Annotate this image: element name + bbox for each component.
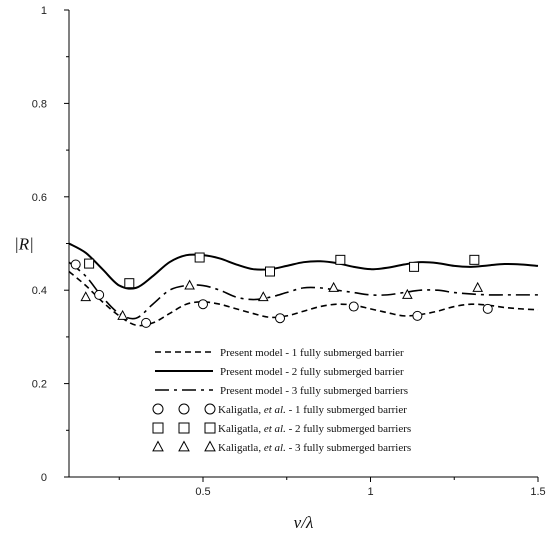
data-point-triangle — [184, 279, 195, 290]
data-point-triangle — [117, 309, 128, 320]
legend-label: Kaligatla, et al. - 2 fully submerged ba… — [218, 423, 411, 435]
data-point-circle — [348, 301, 359, 312]
legend-marker-triangle — [178, 440, 190, 452]
series-line-3 — [68, 261, 538, 320]
data-point-square — [335, 254, 346, 265]
data-point-square — [409, 261, 420, 272]
legend-marker-square — [204, 422, 216, 434]
data-point-circle — [412, 310, 423, 321]
data-point-triangle — [257, 291, 269, 302]
data-point-circle — [482, 303, 493, 314]
legend-label: Kaligatla, et al. - 1 fully submerged ba… — [218, 404, 407, 416]
legend-label: Present model - 2 fully submerged barrie… — [220, 366, 404, 378]
legend-marker-circle — [204, 403, 216, 415]
data-point-square — [469, 254, 480, 265]
y-tick-label: 0.6 — [32, 192, 47, 204]
data-point-circle — [141, 317, 152, 328]
axes: 0 0.2 0.4 0.6 0.8 1 0.5 1 1.5 — [32, 5, 546, 498]
legend: Present model - 1 fully submerged barrie… — [152, 347, 411, 454]
data-point-square — [265, 266, 275, 277]
data-point-circle — [198, 299, 208, 310]
y-tick-label: 0.2 — [32, 379, 47, 391]
data-point-triangle — [80, 291, 92, 302]
y-tick-label: 0.4 — [32, 285, 47, 297]
data-point-square — [124, 278, 135, 289]
y-tick-label: 1 — [41, 5, 47, 17]
legend-label: Kaligatla, et al. - 3 fully submerged ba… — [218, 442, 411, 454]
legend-label: Present model - 3 fully submerged barrie… — [220, 385, 408, 397]
data-point-triangle — [402, 288, 413, 299]
data-point-circle — [275, 313, 286, 324]
legend-marker-circle — [178, 403, 190, 415]
y-tick-label: 0.8 — [32, 98, 47, 110]
data-point-triangle — [472, 281, 484, 292]
x-tick-label: 0.5 — [195, 486, 210, 498]
data-point-triangle — [328, 281, 339, 292]
legend-label: Present model - 1 fully submerged barrie… — [220, 347, 404, 359]
legend-marker-square — [152, 422, 164, 434]
data-point-square — [84, 258, 95, 269]
data-point-circle — [94, 289, 105, 300]
series-layer — [68, 242, 539, 328]
y-axis-label: |R| — [14, 235, 34, 254]
x-tick-label: 1 — [367, 486, 373, 498]
x-axis-label: v/λ — [294, 513, 314, 532]
legend-marker-square — [178, 422, 190, 434]
x-tick-label: 1.5 — [530, 486, 545, 498]
legend-marker-triangle — [204, 440, 216, 452]
series-line-1 — [68, 270, 539, 327]
legend-marker-circle — [152, 403, 164, 415]
data-point-square — [194, 252, 205, 263]
y-tick-label: 0 — [41, 472, 47, 484]
data-point-circle — [70, 259, 81, 270]
legend-marker-triangle — [152, 440, 164, 452]
series-line-2 — [68, 242, 539, 290]
